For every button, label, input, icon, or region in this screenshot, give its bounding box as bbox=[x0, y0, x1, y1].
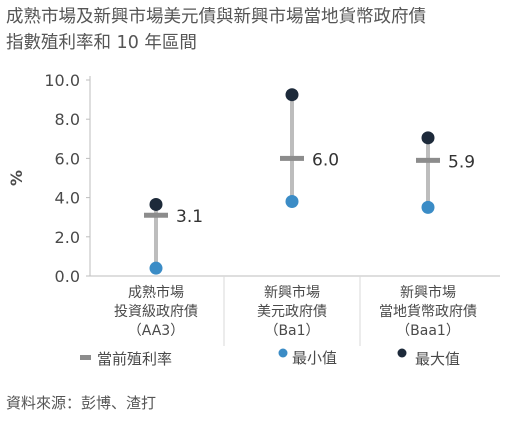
current-yield-label: 6.0 bbox=[312, 150, 339, 170]
y-tick-label: 6.0 bbox=[55, 149, 80, 168]
x-category-label: （Baa1） bbox=[396, 323, 460, 339]
current-yield-marker bbox=[144, 212, 168, 218]
min-value-dot bbox=[285, 195, 299, 209]
source-note: 資料來源：彭博、渣打 bbox=[6, 394, 157, 412]
legend-max-label: 最大值 bbox=[415, 350, 460, 368]
y-tick-label: 4.0 bbox=[55, 189, 80, 208]
chart-title-line-2: 指數殖利率和 10 年區間 bbox=[6, 33, 197, 53]
min-value-dot bbox=[421, 200, 435, 214]
x-category-label: 新興市場 bbox=[400, 284, 456, 301]
max-value-dot bbox=[421, 131, 435, 145]
y-tick-label: 0.0 bbox=[55, 267, 80, 286]
max-value-dot bbox=[149, 197, 163, 211]
y-tick-label: 10.0 bbox=[44, 71, 80, 90]
x-category-label: 新興市場 bbox=[264, 284, 320, 301]
max-value-dot bbox=[285, 88, 299, 102]
x-category-label: （Ba1） bbox=[264, 323, 319, 339]
chart-title: 成熟市場及新興市場美元債與新興市場當地貨幣政府債 指數殖利率和 10 年區間 bbox=[6, 4, 524, 56]
current-yield-label: 3.1 bbox=[176, 207, 203, 227]
x-category-label: 當地貨幣政府債 bbox=[379, 303, 477, 320]
current-yield-marker bbox=[280, 155, 304, 161]
x-category-label: 美元政府債 bbox=[257, 304, 327, 320]
legend-current-marker bbox=[80, 355, 91, 360]
legend-min-dot bbox=[278, 348, 288, 358]
current-yield-label: 5.9 bbox=[448, 152, 475, 172]
y-tick-label: 8.0 bbox=[55, 110, 80, 129]
x-category-label: 成熟市場 bbox=[128, 284, 184, 301]
y-axis-label: % bbox=[7, 170, 26, 186]
legend-min-label: 最小值 bbox=[292, 349, 337, 367]
legend-max-dot bbox=[397, 348, 407, 358]
y-tick-label: 2.0 bbox=[55, 228, 80, 247]
current-yield-marker bbox=[416, 157, 440, 163]
x-category-label: （AA3） bbox=[128, 323, 184, 339]
min-value-dot bbox=[149, 261, 163, 275]
x-category-label: 投資級政府債 bbox=[114, 304, 198, 320]
chart-title-line-1: 成熟市場及新興市場美元債與新興市場當地貨幣政府債 bbox=[6, 7, 426, 27]
legend-current-label: 當前殖利率 bbox=[97, 350, 172, 368]
